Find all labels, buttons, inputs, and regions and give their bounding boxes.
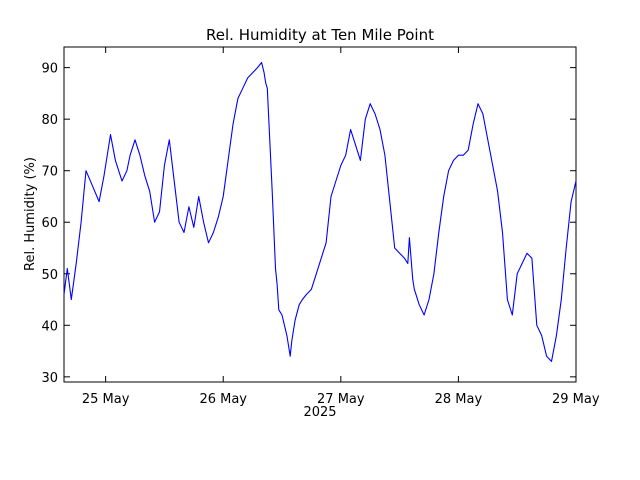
y-tick-label: 80 — [41, 113, 58, 128]
y-tick-label: 90 — [41, 62, 58, 77]
chart-title: Rel. Humidity at Ten Mile Point — [206, 26, 434, 44]
x-tick-label: 28 May — [435, 392, 483, 407]
y-axis: 30 40 50 60 70 80 90 — [41, 62, 576, 386]
humidity-series-line — [63, 61, 577, 362]
x-tick-label: 29 May — [552, 392, 600, 407]
y-tick-label: 60 — [41, 216, 58, 231]
y-tick-label: 40 — [41, 319, 58, 334]
y-tick-label: 30 — [41, 371, 58, 386]
y-axis-label: Rel. Humidity (%) — [23, 157, 38, 271]
x-axis: 25 May 26 May 27 May 28 May 29 May — [82, 47, 600, 407]
x-axis-label: 2025 — [303, 405, 336, 420]
y-tick-label: 70 — [41, 165, 58, 180]
x-tick-label: 27 May — [317, 392, 365, 407]
y-tick-label: 50 — [41, 268, 58, 283]
plot-frame — [63, 46, 577, 383]
x-tick-label: 25 May — [82, 392, 130, 407]
x-tick-label: 26 May — [199, 392, 247, 407]
